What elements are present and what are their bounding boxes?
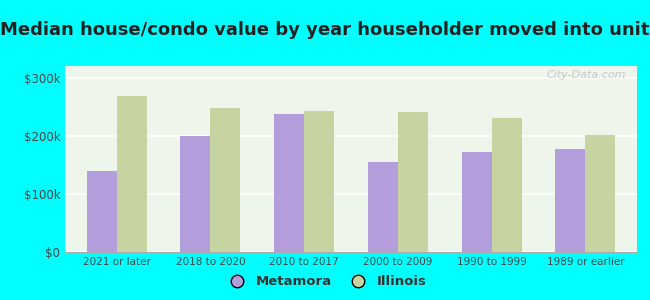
Bar bbox=[586, 135, 616, 252]
Bar bbox=[180, 136, 211, 252]
Text: City-Data.com: City-Data.com bbox=[546, 70, 625, 80]
Bar bbox=[491, 118, 522, 252]
Bar bbox=[368, 162, 398, 252]
Bar bbox=[304, 111, 334, 252]
Text: Median house/condo value by year householder moved into unit: Median house/condo value by year househo… bbox=[0, 21, 650, 39]
Bar bbox=[86, 171, 116, 252]
Bar bbox=[274, 114, 304, 252]
Legend: Metamora, Illinois: Metamora, Illinois bbox=[218, 270, 432, 293]
Bar bbox=[398, 112, 428, 252]
Bar bbox=[555, 148, 586, 252]
Bar bbox=[211, 108, 240, 252]
Bar bbox=[462, 152, 491, 252]
Bar bbox=[116, 96, 147, 252]
